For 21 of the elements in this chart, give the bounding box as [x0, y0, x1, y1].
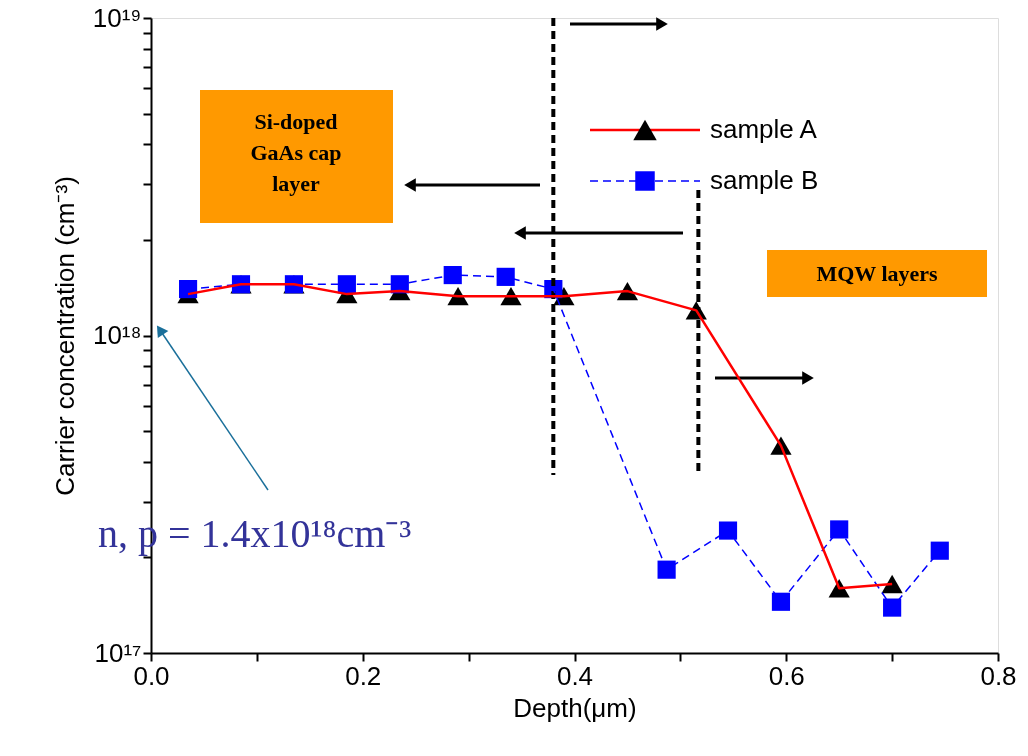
point	[337, 275, 356, 294]
point	[771, 592, 791, 611]
point	[930, 541, 949, 560]
point	[883, 598, 902, 617]
y-tick-label: 10¹⁹	[92, 2, 142, 33]
legend-label: sample A	[710, 114, 818, 144]
x-axis-title: Depth(μm)	[513, 692, 637, 723]
point	[443, 265, 462, 285]
y-axis-title: Carrier concentration (cm⁻³)	[49, 176, 80, 496]
x-tick-label: 0.2	[345, 660, 382, 691]
y-tick-label: 10¹⁸	[92, 320, 142, 350]
annotation: MQW layers	[816, 261, 939, 286]
point	[718, 521, 738, 540]
legend-label: sample B	[710, 165, 819, 195]
x-tick-label: 0.8	[980, 660, 1017, 691]
x-tick-label: 0.6	[768, 660, 805, 691]
annotation: Si-doped GaAs cap layer	[250, 109, 342, 196]
point	[657, 560, 676, 579]
x-tick-label: 0.4	[556, 660, 594, 691]
point	[830, 520, 849, 539]
point	[496, 267, 515, 286]
